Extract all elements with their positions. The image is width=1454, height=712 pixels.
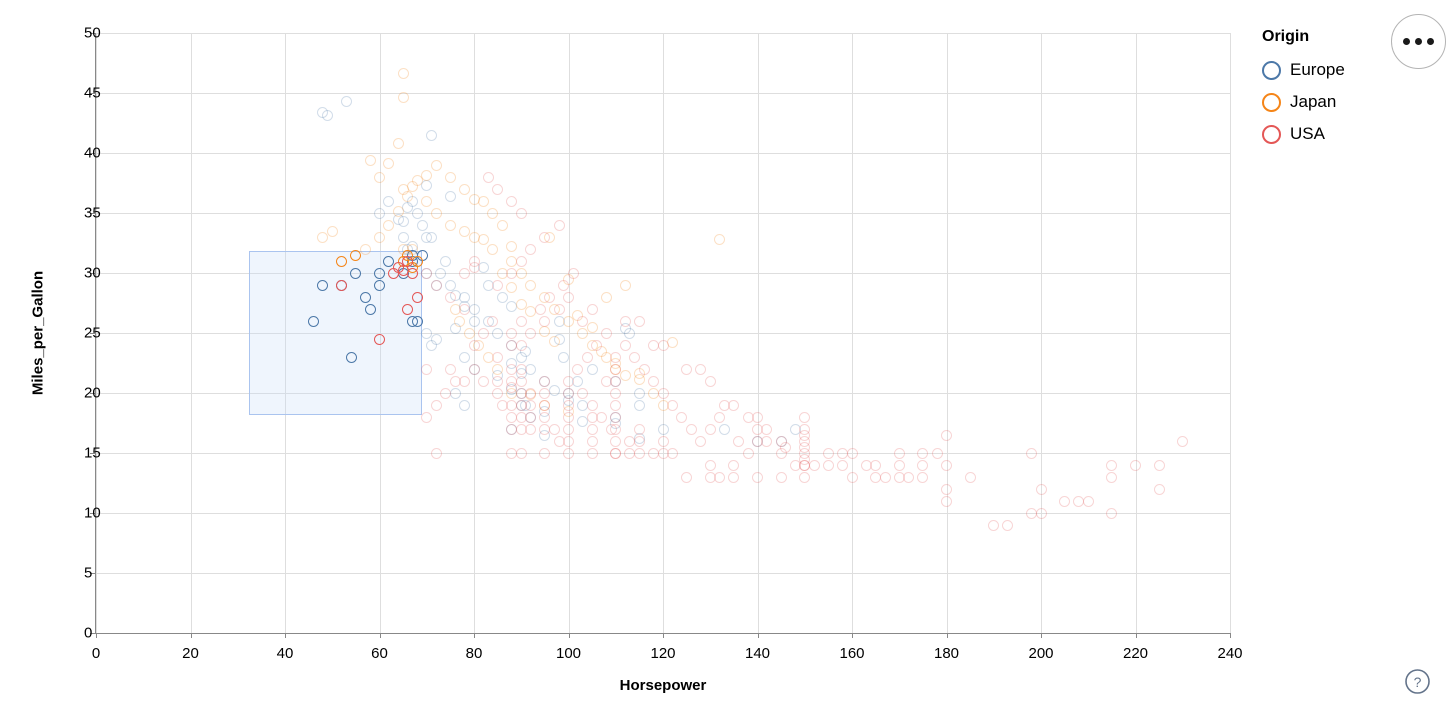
legend-item-label: USA — [1290, 124, 1325, 143]
x-tick-mark — [379, 633, 381, 638]
y-tick-mark — [90, 213, 95, 214]
x-tick-label: 240 — [1217, 645, 1243, 662]
legend-item-japan[interactable]: Japan — [1262, 86, 1345, 118]
y-tick-mark — [90, 153, 95, 154]
x-tick-label: 100 — [555, 645, 582, 662]
x-tick-mark — [946, 633, 948, 638]
legend: Origin Europe Japan USA — [1262, 28, 1345, 150]
y-gridline — [96, 213, 1230, 214]
y-gridline — [96, 393, 1230, 394]
y-gridline — [96, 273, 1230, 274]
x-tick-label: 60 — [371, 645, 388, 662]
x-tick-mark — [474, 633, 475, 638]
x-axis-title: Horsepower — [619, 677, 707, 694]
help-circle-icon: ? — [1405, 669, 1430, 694]
x-tick-mark — [96, 633, 97, 638]
y-gridline — [96, 513, 1230, 514]
legend-item-usa[interactable]: USA — [1262, 118, 1345, 150]
y-tick-mark — [90, 333, 95, 334]
x-tick-label: 80 — [465, 645, 483, 662]
y-gridline — [96, 153, 1230, 154]
x-tick-label: 160 — [839, 645, 865, 662]
x-tick-label: 0 — [91, 645, 101, 662]
legend-item-europe[interactable]: Europe — [1262, 54, 1345, 86]
x-tick-mark — [663, 633, 664, 638]
y-gridline — [96, 573, 1230, 574]
legend-item-label: Japan — [1290, 92, 1337, 111]
x-tick-label: 140 — [744, 645, 771, 662]
y-tick-mark — [90, 573, 95, 574]
y-tick-mark — [90, 393, 95, 394]
interval-brush-selection[interactable] — [249, 251, 422, 415]
overflow-menu-button[interactable] — [1391, 14, 1446, 69]
x-tick-label: 200 — [1028, 645, 1054, 662]
x-tick-mark — [852, 633, 853, 638]
y-gridline — [96, 93, 1230, 94]
x-gridline — [1230, 33, 1231, 633]
y-gridline — [96, 333, 1230, 334]
x-tick-mark — [1135, 633, 1137, 638]
y-gridline — [96, 453, 1230, 454]
legend-item-label: Europe — [1290, 60, 1345, 79]
legend-swatch-icon — [1262, 92, 1281, 112]
help-button[interactable]: ? — [1404, 668, 1431, 695]
legend-title: Origin — [1262, 28, 1310, 45]
x-tick-label: 120 — [650, 645, 676, 662]
y-tick-mark — [90, 273, 95, 274]
y-axis-line — [95, 33, 96, 634]
y-tick-mark — [90, 93, 95, 94]
y-tick-mark — [90, 513, 95, 514]
x-tick-label: 40 — [276, 645, 294, 662]
y-gridline — [96, 33, 1230, 34]
x-tick-mark — [568, 633, 570, 638]
x-tick-label: 20 — [182, 645, 199, 662]
menu-dot-icon — [1403, 38, 1410, 45]
x-tick-mark — [190, 633, 192, 638]
x-tick-mark — [285, 633, 286, 638]
x-tick-mark — [1041, 633, 1042, 638]
y-tick-mark — [90, 633, 95, 634]
y-tick-mark — [90, 33, 95, 34]
x-tick-label: 180 — [933, 645, 960, 662]
x-tick-label: 220 — [1122, 645, 1149, 662]
y-tick-mark — [90, 453, 95, 454]
legend-swatch-icon — [1262, 60, 1281, 80]
x-tick-mark — [1230, 633, 1231, 638]
menu-dot-icon — [1427, 38, 1434, 45]
menu-dot-icon — [1415, 38, 1422, 45]
legend-swatch-icon — [1262, 124, 1281, 144]
y-axis-title: Miles_per_Gallon — [29, 270, 47, 396]
svg-text:?: ? — [1414, 674, 1422, 690]
x-tick-mark — [757, 633, 759, 638]
